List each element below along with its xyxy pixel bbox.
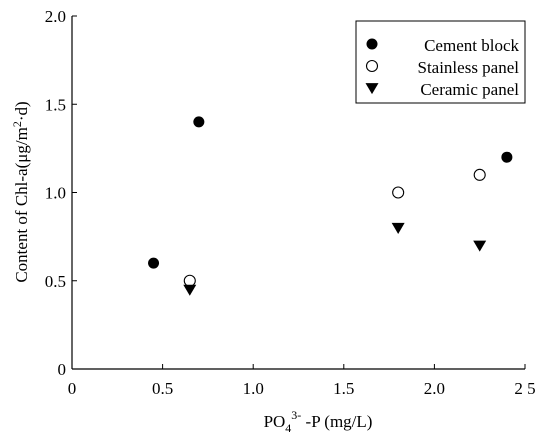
data-markers — [148, 116, 513, 296]
legend-label: Stainless panel — [417, 58, 519, 77]
y-tick-label: 0.5 — [45, 272, 66, 291]
data-point — [193, 116, 205, 128]
x-tick-label: 1.5 — [333, 379, 354, 398]
data-point — [148, 257, 160, 269]
x-axis-title: PO43- -P (mg/L) — [264, 408, 373, 435]
data-point — [473, 168, 486, 181]
legend-label: Ceramic panel — [420, 80, 519, 99]
y-axis-title-superscript: 2 — [10, 121, 24, 127]
y-tick-label: 0 — [58, 360, 67, 379]
x-axis-title-suffix: -P (mg/L) — [301, 412, 372, 431]
x-axis-title-subscript: 4 — [285, 421, 291, 435]
x-axis-title-superscript: 3- — [291, 408, 301, 422]
x-tick-label: 0 — [68, 379, 77, 398]
legend-label: Cement block — [424, 36, 519, 55]
data-point — [392, 186, 405, 199]
data-point — [391, 222, 405, 234]
data-point — [473, 240, 487, 252]
x-tick-label: 2.0 — [424, 379, 445, 398]
legend: Cement block Stainless panel Ceramic panel — [355, 20, 526, 104]
y-axis-title-end: ·d) — [12, 101, 31, 121]
legend-box — [355, 20, 526, 104]
x-tick-label: 0.5 — [152, 379, 173, 398]
legend-marker — [366, 38, 378, 50]
y-tick-label: 1.0 — [45, 184, 66, 203]
data-point — [183, 284, 197, 296]
x-tick-label: 1.0 — [243, 379, 264, 398]
data-point — [183, 274, 196, 287]
x-axis-title-prefix: PO — [264, 412, 286, 431]
legend-marker — [365, 83, 379, 95]
legend-marker — [365, 59, 379, 73]
y-tick-label: 2.0 — [45, 7, 66, 26]
axis-ticks: 0 0.5 1.0 1.5 2.0 2 5 0 0.5 1.0 1.5 2.0 — [45, 7, 536, 398]
data-point — [501, 151, 513, 163]
y-axis-title: Content of Chl-a(μg/m2·d) — [10, 101, 31, 282]
y-tick-label: 1.5 — [45, 95, 66, 114]
y-axis-title-main: Content of Chl-a(μg/m — [12, 127, 31, 282]
x-tick-label: 2 5 — [514, 379, 535, 398]
